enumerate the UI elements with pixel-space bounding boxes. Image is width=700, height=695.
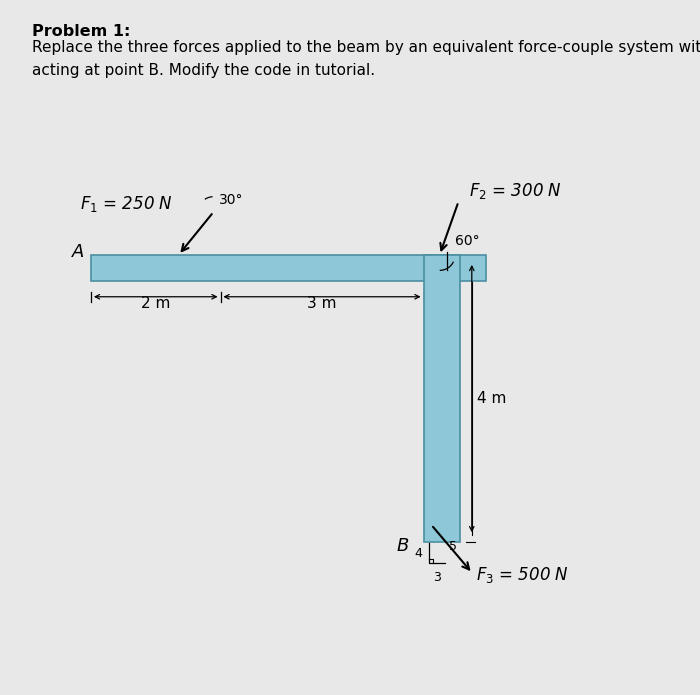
Text: 3: 3 — [433, 571, 441, 584]
Text: Replace the three forces applied to the beam by an equivalent force-couple syste: Replace the three forces applied to the … — [32, 40, 700, 78]
Bar — [91, 255, 486, 281]
Text: 3 m: 3 m — [307, 296, 337, 311]
Text: 30°: 30° — [219, 193, 244, 206]
Text: $F_2$ = 300 N: $F_2$ = 300 N — [469, 181, 562, 201]
Text: 60°: 60° — [455, 234, 480, 247]
Text: 2 m: 2 m — [141, 296, 170, 311]
Text: $F_1$ = 250 N: $F_1$ = 250 N — [80, 193, 174, 213]
Text: 4 m: 4 m — [477, 391, 507, 406]
Text: $F_3$ = 500 N: $F_3$ = 500 N — [476, 565, 569, 585]
Text: $A$: $A$ — [71, 243, 85, 261]
Text: 4: 4 — [414, 547, 422, 559]
Bar — [424, 255, 460, 542]
Text: 5: 5 — [449, 541, 456, 553]
Text: $B$: $B$ — [396, 537, 410, 555]
Text: Problem 1:: Problem 1: — [32, 24, 130, 40]
